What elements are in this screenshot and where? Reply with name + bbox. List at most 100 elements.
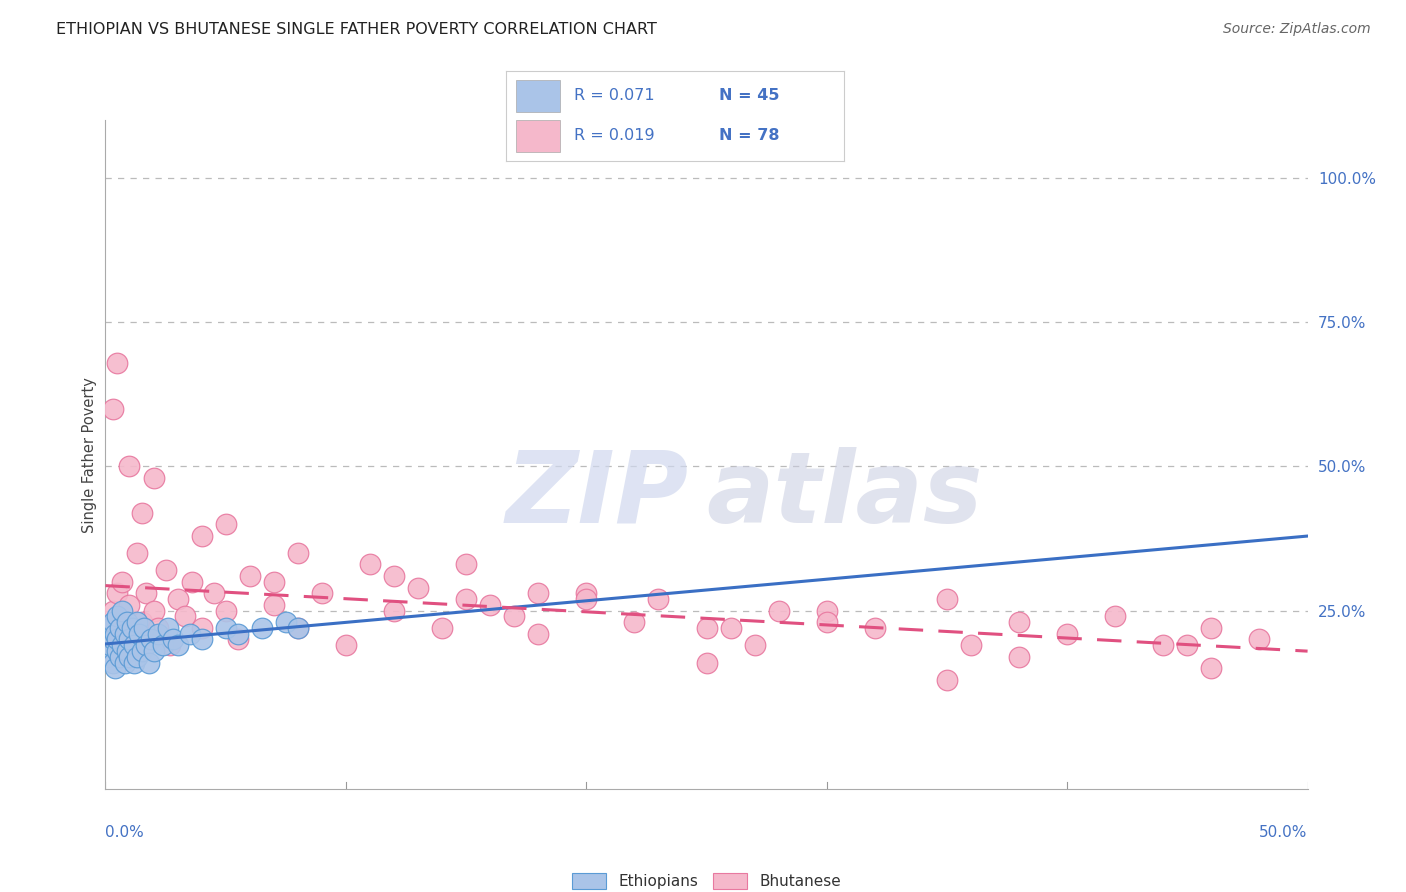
Text: N = 78: N = 78 <box>718 128 779 143</box>
Point <box>179 626 201 640</box>
Text: ETHIOPIAN VS BHUTANESE SINGLE FATHER POVERTY CORRELATION CHART: ETHIOPIAN VS BHUTANESE SINGLE FATHER POV… <box>56 22 657 37</box>
Point <box>101 604 124 618</box>
Text: R = 0.071: R = 0.071 <box>574 88 654 103</box>
Point <box>108 649 131 664</box>
Point <box>108 649 131 664</box>
Point <box>815 615 838 630</box>
Point <box>128 626 150 640</box>
Point <box>960 638 983 652</box>
Point <box>115 644 138 658</box>
Point <box>98 621 121 635</box>
Point <box>359 558 381 572</box>
Point <box>1104 609 1126 624</box>
Point <box>527 586 550 600</box>
Bar <box>516 80 560 112</box>
Point <box>503 609 526 624</box>
Point <box>138 656 160 670</box>
Point <box>190 632 212 647</box>
Point <box>118 649 141 664</box>
Point <box>111 604 134 618</box>
Point <box>623 615 645 630</box>
Point <box>101 632 124 647</box>
Point <box>118 598 141 612</box>
Point <box>98 638 121 652</box>
Point <box>111 574 134 589</box>
Point <box>173 609 195 624</box>
Point <box>124 656 146 670</box>
Point <box>863 621 886 635</box>
Point <box>720 621 742 635</box>
Point <box>287 621 309 635</box>
Point <box>125 615 148 630</box>
Point <box>101 615 124 630</box>
Point <box>382 569 405 583</box>
Point <box>97 632 120 647</box>
Point <box>131 644 153 658</box>
Point <box>263 598 285 612</box>
Point <box>125 546 148 560</box>
Point <box>1175 638 1198 652</box>
Point <box>101 401 124 416</box>
Point <box>166 638 188 652</box>
Point <box>98 621 121 635</box>
Point <box>107 356 129 370</box>
Point <box>287 546 309 560</box>
Point <box>114 656 136 670</box>
Point <box>135 586 157 600</box>
Point <box>97 649 120 664</box>
Text: R = 0.019: R = 0.019 <box>574 128 654 143</box>
Text: atlas: atlas <box>707 447 983 543</box>
Point <box>454 558 477 572</box>
Point <box>139 632 162 647</box>
Point <box>214 604 236 618</box>
Point <box>138 632 160 647</box>
Point <box>124 638 146 652</box>
Point <box>202 586 225 600</box>
Point <box>107 632 129 647</box>
Point <box>1249 632 1271 647</box>
Point <box>479 598 502 612</box>
Point <box>115 615 138 630</box>
Point <box>454 592 477 607</box>
Point <box>1152 638 1174 652</box>
Point <box>108 621 131 635</box>
Point <box>1008 649 1031 664</box>
Point <box>335 638 357 652</box>
Point <box>1056 626 1078 640</box>
Text: 0.0%: 0.0% <box>105 825 145 840</box>
Point <box>239 569 262 583</box>
Point <box>152 638 174 652</box>
Point <box>118 459 141 474</box>
Point <box>115 638 138 652</box>
Point <box>214 621 236 635</box>
Point <box>148 626 170 640</box>
Point <box>190 529 212 543</box>
Point <box>181 574 204 589</box>
Point <box>744 638 766 652</box>
Point <box>124 644 146 658</box>
Legend: Ethiopians, Bhutanese: Ethiopians, Bhutanese <box>567 867 846 892</box>
Point <box>107 615 129 630</box>
Point <box>98 644 121 658</box>
Point <box>936 673 959 687</box>
Point <box>190 621 212 635</box>
Point <box>696 656 718 670</box>
Point <box>287 621 309 635</box>
Point <box>214 517 236 532</box>
Point <box>131 506 153 520</box>
Point <box>166 592 188 607</box>
Point <box>159 638 181 652</box>
Point <box>107 586 129 600</box>
Text: ZIP: ZIP <box>506 447 689 543</box>
Point <box>121 621 143 635</box>
Point <box>135 638 157 652</box>
Point <box>1008 615 1031 630</box>
Point <box>104 638 127 652</box>
Text: 50.0%: 50.0% <box>1260 825 1308 840</box>
Point <box>101 656 124 670</box>
Text: N = 45: N = 45 <box>718 88 779 103</box>
Point <box>162 632 184 647</box>
Point <box>311 586 333 600</box>
Point <box>142 604 165 618</box>
Point <box>111 638 134 652</box>
